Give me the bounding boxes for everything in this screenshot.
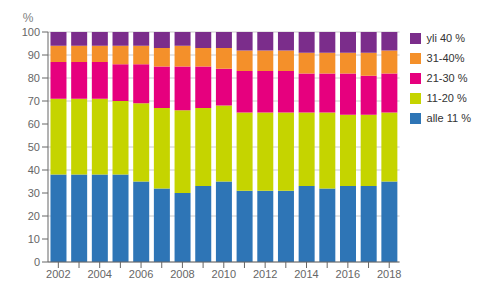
svg-text:30: 30 — [28, 187, 40, 199]
svg-text:2012: 2012 — [253, 268, 277, 280]
svg-text:2016: 2016 — [336, 268, 360, 280]
svg-text:50: 50 — [28, 141, 40, 153]
svg-text:20: 20 — [28, 210, 40, 222]
svg-text:60: 60 — [28, 118, 40, 130]
svg-text:100: 100 — [22, 26, 40, 38]
svg-text:2014: 2014 — [294, 268, 318, 280]
svg-text:2008: 2008 — [170, 268, 194, 280]
html-text:alle 11 %: alle 11 % — [426, 112, 471, 124]
svg-text:2010: 2010 — [212, 268, 236, 280]
svg-text:2004: 2004 — [87, 268, 111, 280]
svg-text:10: 10 — [28, 233, 40, 245]
svg-text:2002: 2002 — [46, 268, 70, 280]
svg-text:70: 70 — [28, 95, 40, 107]
svg-text:90: 90 — [28, 49, 40, 61]
svg-text:40: 40 — [28, 164, 40, 176]
svg-text:2018: 2018 — [377, 268, 401, 280]
html-text:yli 40 %: yli 40 % — [426, 32, 466, 44]
html-text:11-20 %: 11-20 % — [426, 92, 467, 104]
svg-text:2006: 2006 — [129, 268, 153, 280]
html-text:21-30 %: 21-30 % — [426, 72, 468, 84]
html-text:31-40%: 31-40% — [426, 52, 465, 64]
svg-text:80: 80 — [28, 72, 40, 84]
svg-text:0: 0 — [34, 256, 40, 268]
svg-text:%: % — [23, 11, 34, 25]
